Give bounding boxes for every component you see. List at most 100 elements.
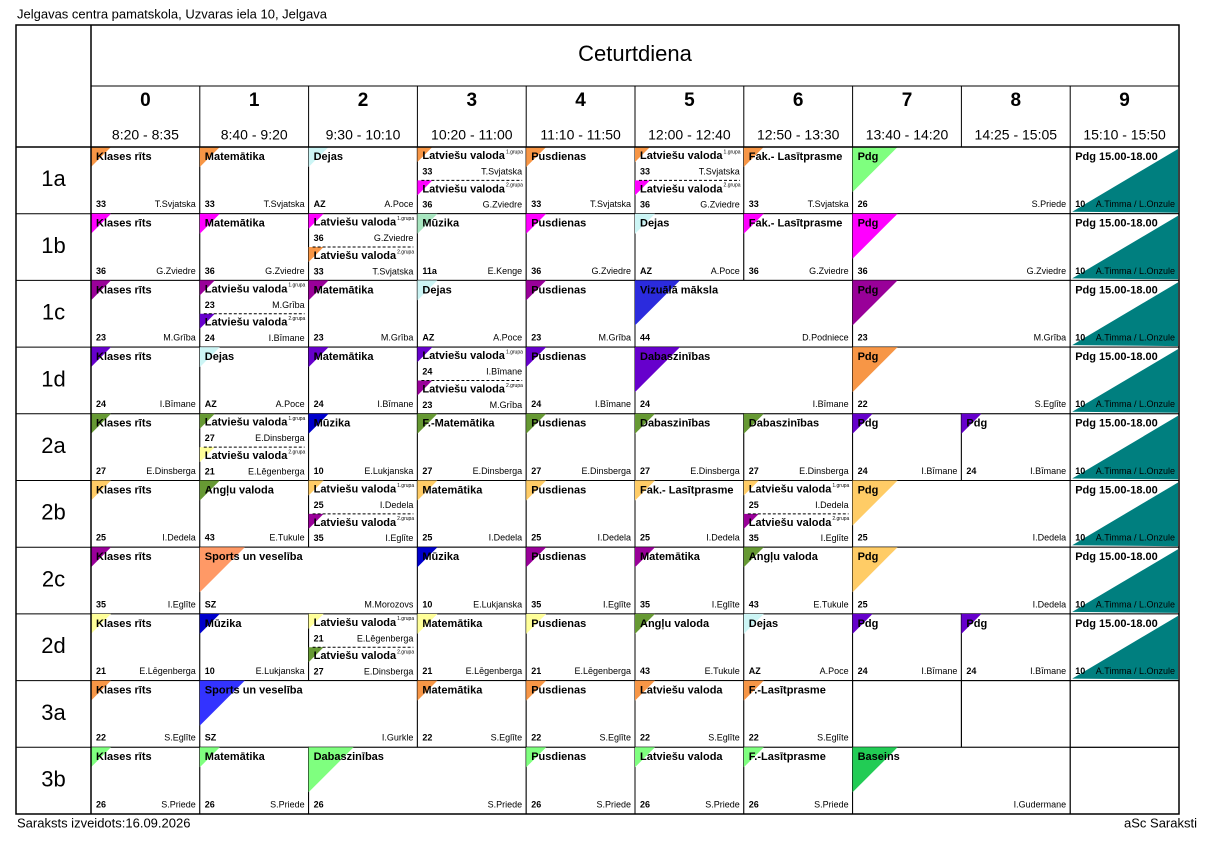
subject: Pusdienas (531, 151, 586, 163)
lesson-cell (90, 480, 201, 548)
room: 10 (1075, 399, 1085, 409)
room: 25 (314, 500, 324, 510)
class-label: 1c (42, 300, 65, 325)
teacher: G.Zviedre (156, 266, 196, 276)
teacher: S.Priede (596, 799, 631, 809)
color-corner (308, 513, 324, 529)
teacher: I.Dedela (597, 533, 631, 543)
subject: Matemātika (314, 284, 375, 296)
color-corner (199, 480, 220, 501)
created-note: Saraksts izveidots:16.09.2026 (17, 815, 190, 830)
subject: Klases rīts (96, 218, 152, 230)
lesson-cell (743, 613, 854, 682)
color-corner (526, 680, 547, 701)
color-corner (1072, 615, 1178, 680)
teacher: I.Bīmane (1030, 466, 1066, 476)
teacher: A.Timma / L.Onzule (1096, 466, 1175, 476)
color-corner (526, 147, 547, 167)
room: 22 (422, 733, 432, 743)
color-corner (1072, 282, 1178, 347)
lesson-cell (525, 213, 636, 281)
subject: Klases rīts (96, 618, 152, 630)
lesson-cell (199, 746, 310, 815)
teacher: E.Dinsberga (581, 466, 631, 476)
group-subject: Latviešu valoda (422, 183, 505, 195)
teacher: S.Eglīte (708, 733, 740, 743)
color-corner (1072, 415, 1178, 480)
lesson-cell (525, 279, 636, 348)
room: 10 (314, 466, 324, 476)
group-tag: 1.grupa (832, 483, 849, 489)
lesson-cell (960, 413, 1071, 481)
subject: F.-Lasītprasme (749, 685, 826, 697)
teacher: E.Lukjanska (256, 666, 305, 676)
color-corner (635, 180, 650, 196)
teacher: E.Lukjanska (364, 466, 413, 476)
room: 23 (858, 332, 868, 342)
group-subject: Latviešu valoda (749, 517, 832, 529)
teacher: I.Dedela (380, 500, 414, 510)
teacher: E.Dinsberga (473, 466, 523, 476)
room: 21 (422, 666, 432, 676)
room: 25 (640, 533, 650, 543)
group-tag: 2.grupa (288, 316, 305, 322)
room: 35 (314, 533, 324, 543)
room: AZ (314, 199, 326, 209)
color-corner (91, 613, 111, 634)
room: 23 (531, 332, 541, 342)
teacher: S.Eglīte (491, 733, 523, 743)
room: AZ (749, 666, 761, 676)
room: 27 (640, 466, 650, 476)
subject: Pdg (858, 618, 879, 630)
subject: Fak.- Lasītprasme (640, 484, 734, 496)
color-corner (199, 147, 220, 167)
room: 24 (640, 399, 650, 409)
period-time: 13:40 - 14:20 (866, 127, 949, 143)
subject: Pdg 15.00-18.00 (1075, 418, 1158, 430)
lesson-cell (416, 613, 527, 682)
room: 33 (749, 199, 759, 209)
subject: Pdg (858, 151, 879, 163)
teacher: E.Kenge (488, 266, 523, 276)
subject: Latviešu valoda (640, 685, 723, 697)
lesson-cell (199, 680, 418, 748)
teacher: S.Priede (705, 799, 740, 809)
color-corner (308, 280, 329, 301)
color-corner (852, 213, 898, 259)
teacher: M.Morozovs (364, 599, 414, 609)
subject: Klases rīts (96, 151, 152, 163)
room: AZ (640, 266, 652, 276)
class-label: 1d (41, 366, 65, 391)
lesson-cell (525, 613, 636, 682)
subject: F.-Matemātika (422, 418, 495, 430)
subject: Angļu valoda (749, 551, 819, 563)
subject: Klases rīts (96, 284, 152, 296)
color-corner (308, 413, 329, 434)
room: 33 (531, 199, 541, 209)
room: 27 (205, 433, 215, 443)
room: AZ (422, 332, 434, 342)
color-corner (635, 680, 655, 701)
room: 36 (314, 233, 324, 243)
period-time: 14:25 - 15:05 (975, 127, 1058, 143)
lesson-cell (634, 680, 745, 748)
color-corner (417, 180, 433, 196)
group-tag: 2.grupa (832, 516, 849, 522)
subject: Mūzika (205, 618, 243, 630)
room: 24 (858, 666, 868, 676)
teacher: D.Podniece (802, 332, 849, 342)
period-number: 0 (140, 90, 151, 111)
color-corner (852, 747, 898, 793)
room: 35 (749, 533, 759, 543)
color-corner (635, 547, 655, 568)
lesson-cell (743, 413, 854, 481)
color-corner (199, 280, 215, 296)
period-time: 12:50 - 13:30 (757, 127, 840, 143)
lesson-cell (90, 146, 201, 215)
teacher: A.Poce (711, 266, 740, 276)
period-number: 4 (575, 90, 586, 111)
teacher: S.Eglīte (164, 733, 196, 743)
teacher: T.Svjatska (155, 199, 196, 209)
teacher: M.Grība (598, 332, 631, 342)
color-corner (1072, 549, 1178, 613)
